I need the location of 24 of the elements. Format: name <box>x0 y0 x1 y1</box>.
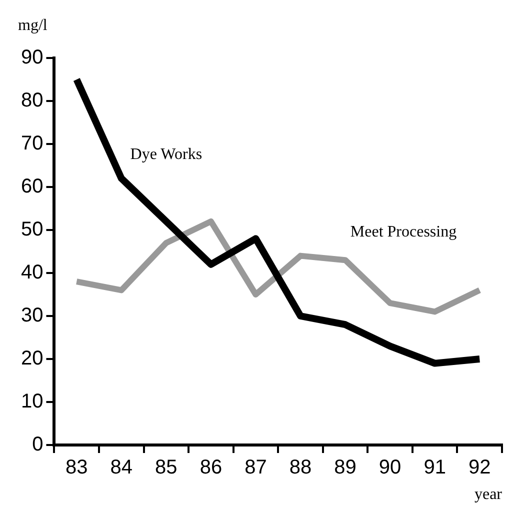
y-tick-label: 80 <box>20 90 44 112</box>
y-tick-label: 30 <box>20 304 44 327</box>
x-tick-label: 87 <box>244 456 267 479</box>
series-label: Dye Works <box>130 146 202 163</box>
x-tick-label: 89 <box>334 456 356 479</box>
x-tick-label: 90 <box>378 456 402 479</box>
y-tick-label: 20 <box>20 348 44 370</box>
y-tick-label: 70 <box>20 132 44 155</box>
y-tick-label: 90 <box>20 46 44 69</box>
x-tick-label: 83 <box>66 456 88 479</box>
x-tick-label: 92 <box>468 456 491 479</box>
x-tick-label: 91 <box>424 456 446 479</box>
series-label: Meet Processing <box>350 223 457 240</box>
y-tick-label: 60 <box>20 176 44 198</box>
y-tick-label: 0 <box>32 434 44 456</box>
x-axis-title: year <box>474 486 503 504</box>
y-axis-title: mg/l <box>18 17 48 34</box>
x-tick-label: 84 <box>110 456 133 479</box>
x-tick-label: 88 <box>289 456 312 479</box>
x-tick-label: 86 <box>200 456 222 479</box>
y-tick-label: 10 <box>20 390 44 413</box>
x-tick-label: 85 <box>155 456 178 479</box>
y-tick-label: 50 <box>20 218 44 241</box>
y-tick-label: 40 <box>20 262 44 284</box>
